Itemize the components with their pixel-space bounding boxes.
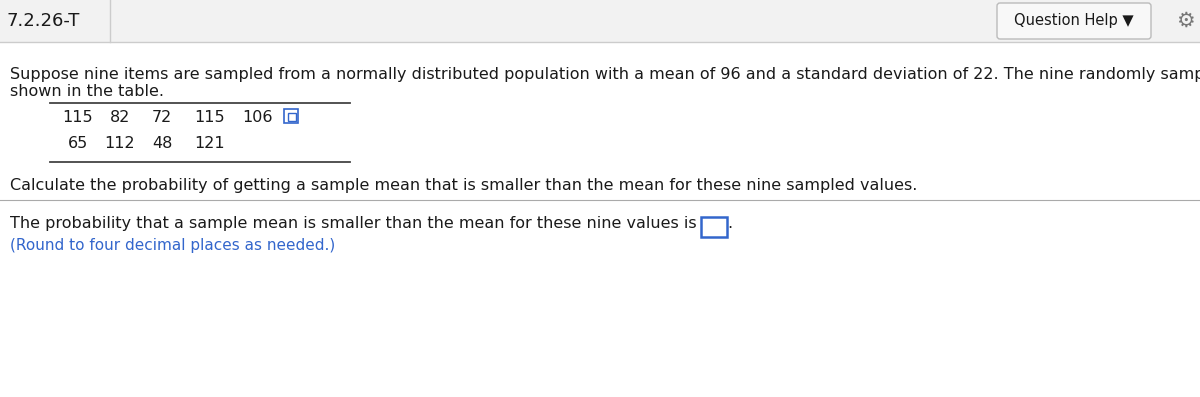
Bar — [0, 0, 1200, 42]
Text: The probability that a sample mean is smaller than the mean for these nine value: The probability that a sample mean is sm… — [10, 216, 697, 231]
FancyBboxPatch shape — [288, 112, 295, 121]
Text: 115: 115 — [194, 110, 226, 125]
Text: 112: 112 — [104, 135, 136, 150]
Text: ⚙: ⚙ — [1176, 11, 1194, 31]
Text: .: . — [727, 216, 733, 231]
FancyBboxPatch shape — [997, 3, 1151, 39]
Text: 72: 72 — [152, 110, 172, 125]
Text: Question Help ▼: Question Help ▼ — [1014, 13, 1134, 29]
Text: 7.2.26-T: 7.2.26-T — [6, 12, 79, 30]
Text: shown in the table.: shown in the table. — [10, 84, 164, 99]
Text: 82: 82 — [110, 110, 130, 125]
Text: Suppose nine items are sampled from a normally distributed population with a mea: Suppose nine items are sampled from a no… — [10, 67, 1200, 82]
Text: The probability that a sample mean is smaller than the mean for these nine value: The probability that a sample mean is sm… — [10, 216, 697, 231]
Text: 121: 121 — [194, 135, 226, 150]
FancyBboxPatch shape — [701, 217, 727, 237]
Text: Calculate the probability of getting a sample mean that is smaller than the mean: Calculate the probability of getting a s… — [10, 178, 917, 193]
Text: (Round to four decimal places as needed.): (Round to four decimal places as needed.… — [10, 238, 335, 253]
Text: 65: 65 — [68, 135, 88, 150]
Text: 115: 115 — [62, 110, 94, 125]
FancyBboxPatch shape — [284, 109, 298, 123]
Text: 106: 106 — [242, 110, 274, 125]
Text: 48: 48 — [152, 135, 172, 150]
